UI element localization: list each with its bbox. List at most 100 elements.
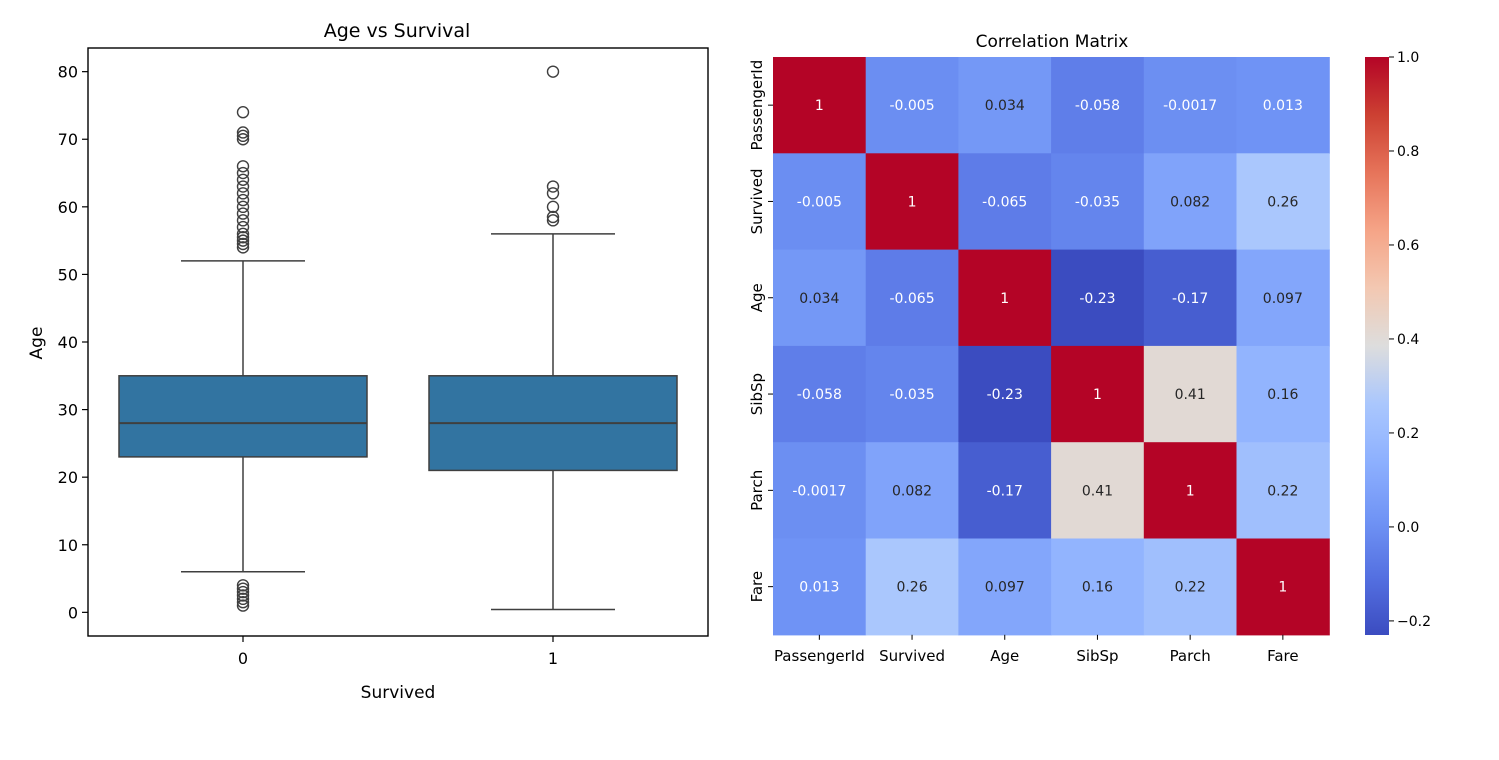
heatmap-cell-label: -0.005 <box>889 98 934 114</box>
heatmap-cell-label: -0.0017 <box>1163 98 1217 114</box>
outlier-point <box>236 207 250 220</box>
heatmap-cell <box>1051 249 1145 347</box>
heatmap-cell <box>1236 153 1330 251</box>
outlier-point <box>236 596 250 609</box>
heatmap-cell-label: 0.013 <box>1263 98 1303 114</box>
y-tick-label: 70 <box>58 130 78 149</box>
heatmap-cell-label: 1 <box>908 194 917 210</box>
heatmap-cell <box>1236 538 1330 636</box>
outlier-point <box>236 166 250 180</box>
y-tick-label: 30 <box>58 401 78 420</box>
heatmap-cell <box>773 538 867 636</box>
outlier-point <box>236 214 250 227</box>
x-tick-label: 0 <box>238 649 248 668</box>
heatmap-cell <box>1143 153 1238 251</box>
heatmap-cell-label: -0.23 <box>1079 291 1115 307</box>
heatmap-x-tick-label: PassengerId <box>774 647 865 665</box>
heatmap-cell-label: 1 <box>1278 580 1287 596</box>
outlier-point <box>236 241 250 254</box>
heatmap-cell-label: -0.005 <box>797 194 842 210</box>
outlier-point <box>546 180 560 193</box>
heatmap-cell-label: 1 <box>1093 387 1102 403</box>
heatmap-y-tick-label: Parch <box>748 470 766 511</box>
colorbar-tick-label: −0.2 <box>1397 614 1431 630</box>
outlier-point <box>546 210 560 224</box>
box-1 <box>428 65 678 611</box>
outlier-point <box>236 200 250 214</box>
heatmap-cell-label: 0.22 <box>1175 580 1206 596</box>
x-tick-label: 1 <box>548 649 558 668</box>
heatmap-cell <box>1051 538 1145 636</box>
colorbar-tick-label: 0.0 <box>1397 520 1419 536</box>
heatmap-cell-label: 1 <box>815 98 824 114</box>
colorbar-tick-label: 0.6 <box>1397 238 1419 254</box>
box-0 <box>118 106 368 612</box>
heatmap-cell-label: 0.16 <box>1267 387 1298 403</box>
heatmap-x-ticks: PassengerId Survived Age SibSp Parch Fare <box>774 634 1299 665</box>
heatmap-cell <box>958 538 1052 636</box>
outlier-point <box>236 187 250 200</box>
heatmap-x-tick-label: Age <box>990 647 1019 665</box>
heatmap-cell <box>1143 345 1238 443</box>
heatmap-y-tick-label: Fare <box>748 571 766 603</box>
outlier-point <box>236 133 250 146</box>
boxplot-axes-frame <box>87 47 709 637</box>
heatmap-cell-label: 0.034 <box>985 98 1025 114</box>
colorbar-tick-label: 1.0 <box>1397 50 1419 66</box>
heatmap-y-tick-label: Survived <box>748 169 766 235</box>
heatmap-cell <box>1143 538 1238 636</box>
heatmap-cell-label: -0.035 <box>1075 194 1120 210</box>
outlier-point <box>546 200 560 214</box>
heatmap-cell-label: 0.26 <box>896 580 927 596</box>
outlier-point <box>236 160 250 173</box>
heatmap-cell <box>958 57 1052 154</box>
outlier-point <box>236 599 250 612</box>
y-tick-label: 50 <box>58 265 78 284</box>
heatmap-cell-label: -0.058 <box>797 387 842 403</box>
heatmap-chart: Correlation Matrix 1 -0.005 0.034 -0.058 -0.… <box>748 32 1431 665</box>
heatmap-cell <box>773 57 867 154</box>
y-tick-label: 10 <box>58 536 78 555</box>
outlier-point <box>236 173 250 186</box>
boxplot-title: Age vs Survival <box>324 20 471 42</box>
heatmap-cell-label: 0.41 <box>1082 483 1113 499</box>
heatmap-cell-label: -0.0017 <box>792 483 846 499</box>
heatmap-cell <box>773 345 867 443</box>
boxplot-ylabel: Age <box>27 327 47 360</box>
heatmap-cell <box>1236 57 1330 154</box>
heatmap-cell-label: -0.058 <box>1075 98 1120 114</box>
heatmap-cell-label: 0.082 <box>1170 194 1210 210</box>
heatmap-x-tick-label: Parch <box>1170 647 1211 665</box>
outlier-point <box>546 187 560 200</box>
heatmap-cell-label: -0.065 <box>889 291 934 307</box>
outlier-point <box>546 65 560 78</box>
heatmap-cell <box>1236 345 1330 443</box>
heatmap-cell-label: -0.23 <box>987 387 1023 403</box>
colorbar <box>1365 57 1389 635</box>
heatmap-cell-label: -0.035 <box>889 387 934 403</box>
heatmap-y-tick-label: PassengerId <box>748 60 766 151</box>
colorbar-ticks: −0.2 0.0 0.2 0.4 0.6 0.8 1.0 <box>1389 50 1431 630</box>
heatmap-cell-label: 0.097 <box>985 580 1025 596</box>
outlier-point <box>236 220 250 234</box>
outlier-point <box>236 589 250 602</box>
heatmap-y-tick-label: Age <box>748 283 766 312</box>
y-tick-label: 0 <box>68 603 78 622</box>
heatmap-cell <box>1143 442 1238 540</box>
heatmap-cell-label: 1 <box>1000 291 1009 307</box>
colorbar-tick-label: 0.2 <box>1397 426 1419 442</box>
heatmap-cell <box>865 249 959 347</box>
heatmap-cell <box>865 345 959 443</box>
outlier-point <box>236 231 250 244</box>
outlier-point <box>236 585 250 599</box>
iqr-box <box>118 375 368 458</box>
heatmap-cell-label: 0.034 <box>799 291 839 307</box>
heatmap-cell <box>1051 153 1145 251</box>
heatmap-cell <box>1143 57 1238 154</box>
heatmap-y-ticks: PassengerId Survived Age SibSp Parch Fare <box>748 60 773 603</box>
heatmap-cell-label: -0.065 <box>982 194 1027 210</box>
heatmap-cell-label: 0.082 <box>892 483 932 499</box>
outlier-point <box>236 234 250 247</box>
